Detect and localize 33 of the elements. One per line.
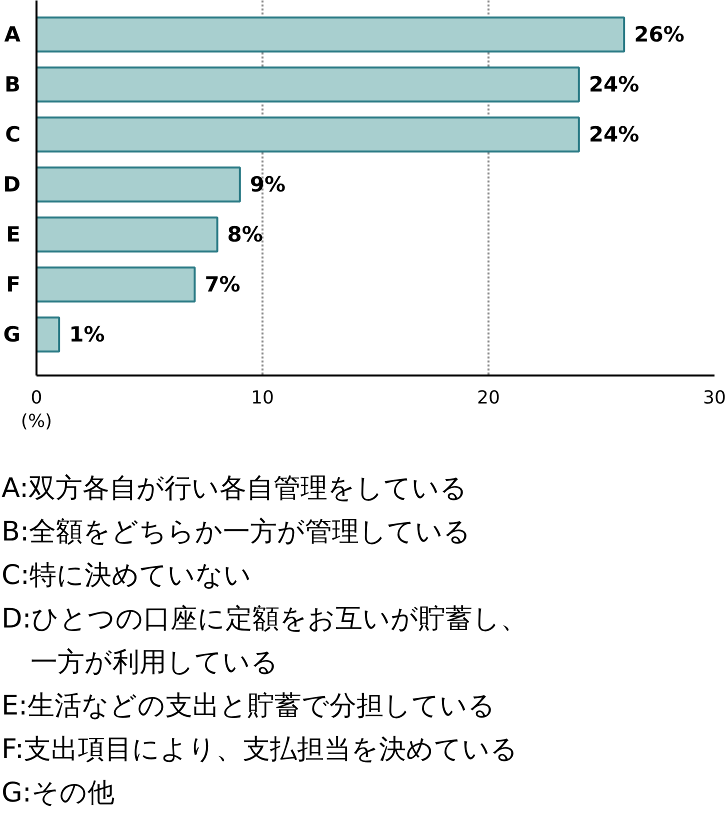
y-tick-label: D	[3, 172, 21, 196]
text: A:双方各自が行い各自管理をしている	[2, 473, 468, 504]
text: E:生活などの支出と貯蓄で分担している	[2, 690, 496, 722]
bar	[36, 166, 241, 202]
text: F:支出項目により、支払担当を決めている	[2, 734, 518, 765]
data-label: 1%	[69, 322, 105, 346]
x-tick-label: 30	[703, 388, 726, 408]
y-tick-label: A	[4, 22, 22, 46]
data-label: 9%	[250, 172, 286, 196]
bar	[36, 316, 60, 352]
text: G:その他	[2, 778, 115, 808]
bar	[36, 266, 196, 302]
y-tick-label: F	[6, 272, 21, 296]
y-tick-label: E	[6, 222, 21, 246]
text: C:特に決めていない	[2, 560, 252, 591]
y-tick-label: C	[5, 122, 21, 146]
data-label: 8%	[227, 222, 263, 246]
y-tick-label: B	[4, 72, 21, 96]
x-tick-label: 20	[477, 388, 500, 408]
x-tick-label: 10	[251, 388, 274, 408]
bar	[36, 216, 218, 252]
data-label: 26%	[634, 22, 684, 46]
text: B:全額をどちらか一方が管理している	[2, 516, 472, 548]
x-tick-label: 0	[30, 388, 42, 408]
x-axis-title: (%)	[20, 411, 52, 432]
data-label: 24%	[588, 122, 640, 146]
bar	[36, 66, 580, 102]
data-label: 7%	[204, 272, 240, 296]
data-label: 24%	[588, 72, 640, 96]
bar	[36, 116, 580, 152]
text: D:ひとつの口座に定額をお互いが貯蓄し、一方が利用している	[2, 604, 528, 678]
bar	[36, 16, 626, 52]
y-tick-label: G	[3, 322, 21, 346]
